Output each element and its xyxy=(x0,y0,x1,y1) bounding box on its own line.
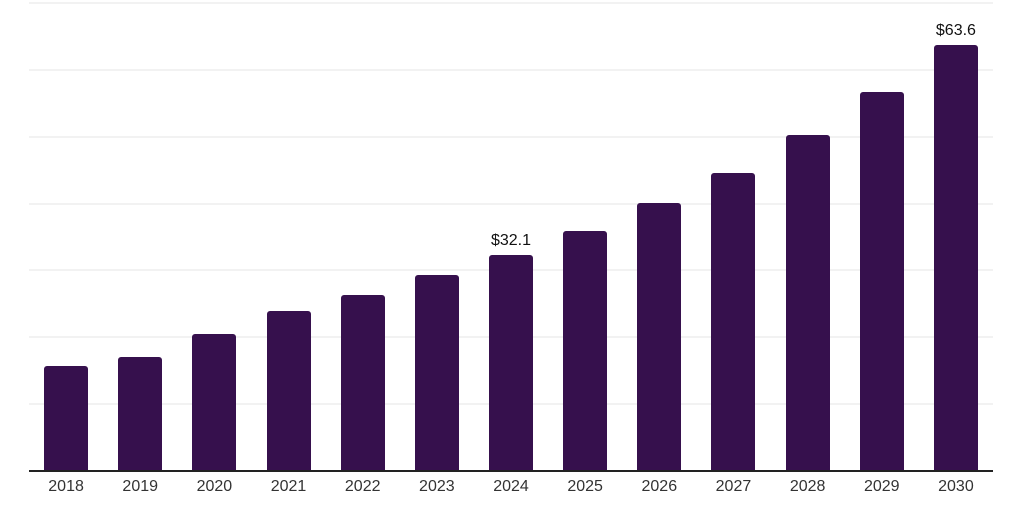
bar-2029 xyxy=(859,92,904,470)
bar-2021 xyxy=(266,310,311,470)
plot-area: $32.1 $63.6 xyxy=(29,2,993,472)
bar-2025 xyxy=(563,230,608,470)
bar-2020 xyxy=(192,334,237,470)
bar-value-label-2030: $63.6 xyxy=(935,21,976,39)
bar-2027 xyxy=(711,172,756,470)
x-axis: 2018 2019 2020 2021 2022 2023 2024 2025 2026 2027… xyxy=(29,478,993,500)
x-tick-label-2021: 2021 xyxy=(270,478,307,495)
gridline xyxy=(29,135,993,138)
bar-2030 xyxy=(933,44,978,470)
x-tick-label-2018: 2018 xyxy=(48,478,84,495)
bar-2022 xyxy=(340,294,385,470)
x-tick-label-2030: 2030 xyxy=(938,478,974,495)
x-tick-label-2024: 2024 xyxy=(493,478,529,495)
bar-value-label-2024: $32.1 xyxy=(490,232,532,250)
x-tick-label-2027: 2027 xyxy=(715,478,752,495)
x-tick-label-2028: 2028 xyxy=(789,478,826,495)
x-tick-label-2020: 2020 xyxy=(196,478,233,495)
bar-2026 xyxy=(637,203,682,470)
bar-2018 xyxy=(44,366,89,470)
x-tick-label-2019: 2019 xyxy=(122,478,159,495)
gridline xyxy=(29,2,993,4)
bar-2023 xyxy=(414,275,459,470)
x-tick-label-2026: 2026 xyxy=(641,478,678,495)
gridline xyxy=(29,202,993,205)
x-tick-label-2025: 2025 xyxy=(567,478,603,495)
x-tick-label-2022: 2022 xyxy=(344,478,381,495)
x-tick-label-2023: 2023 xyxy=(419,478,455,495)
gridline xyxy=(29,68,993,71)
bar-2028 xyxy=(785,135,830,470)
bar-2024 xyxy=(489,255,533,470)
bar-2019 xyxy=(118,357,163,470)
x-tick-label-2029: 2029 xyxy=(863,478,900,495)
